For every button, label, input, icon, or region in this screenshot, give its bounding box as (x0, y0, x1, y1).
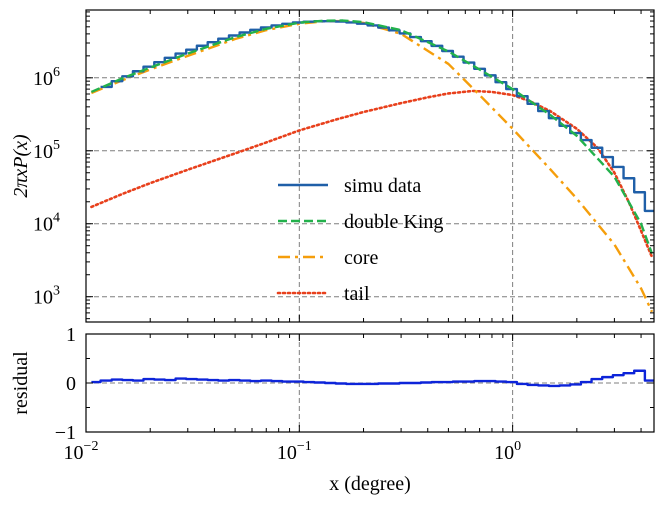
x-axis-label: x (degree) (329, 473, 411, 495)
main-ticks: 103 104 105 106 (33, 10, 654, 322)
main-series (90, 19, 654, 313)
main-y-tick-label: 103 (33, 284, 60, 309)
residual-step-line (91, 369, 654, 388)
legend-label-double-king: double King (344, 211, 443, 233)
residual-series (91, 369, 654, 388)
series-simu-data-line (100, 20, 654, 213)
main-y-axis-label: 2πxP(x) (10, 134, 32, 198)
residual-y-tick-label: 1 (66, 324, 76, 346)
main-plot-frame (85, 9, 655, 323)
x-tick-label: 100 (494, 439, 521, 464)
main-y-tick-label: 104 (33, 211, 60, 236)
legend: simu data double King core tail (276, 175, 443, 305)
legend-label-core: core (344, 247, 379, 269)
residual-ticks: −1 0 1 10−2 10−1 100 (55, 324, 654, 464)
x-tick-label: 10−1 (277, 439, 312, 464)
legend-label-simu-data: simu data (344, 175, 421, 197)
residual-y-tick-label: 0 (66, 373, 76, 395)
series-double-king-line (90, 19, 654, 254)
x-tick-label: 10−2 (64, 439, 99, 464)
main-y-tick-label: 105 (33, 138, 60, 163)
residual-y-tick-label: −1 (55, 422, 76, 444)
legend-label-tail: tail (344, 283, 370, 305)
residual-y-axis-label: residual (10, 351, 32, 415)
main-y-tick-label: 106 (33, 65, 60, 90)
main-grid (86, 10, 654, 322)
